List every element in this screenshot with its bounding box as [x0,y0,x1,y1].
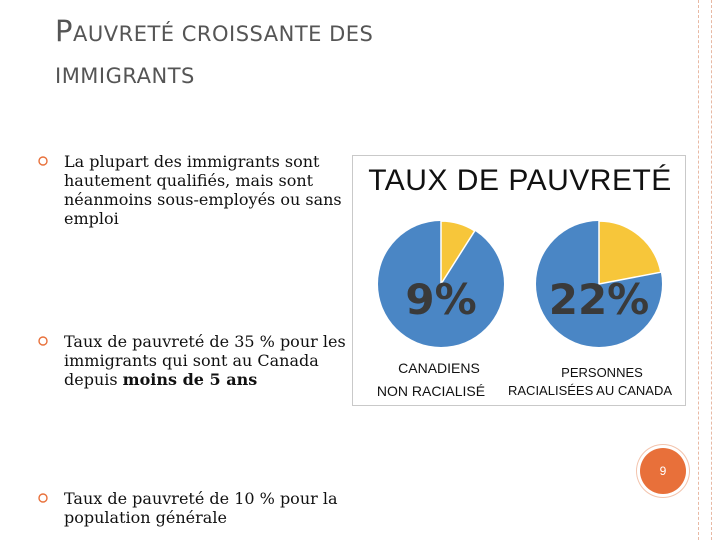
pie-category-label-line1: CANADIENS [398,360,480,376]
circle-bullet-icon [38,493,48,503]
circle-bullet-icon [38,156,48,166]
bullet-text: Taux de pauvreté de 10 % pour la populat… [64,489,338,527]
circle-bullet-icon [38,336,48,346]
bullet-bold-text: moins de 5 ans [122,370,258,389]
slide-title-line1: PAUVRETÉ CROISSANTE DES [55,14,374,48]
bullet-item: Taux de pauvreté de 10 % pour la populat… [38,489,358,527]
pie-value-label-canadiens: 9% [405,275,476,324]
bullet-text: La plupart des immigrants sont hautement… [64,152,342,228]
bullet-item: Taux de pauvreté de 35 % pour les immigr… [38,332,358,389]
pie-slice-canadiens [440,220,476,287]
page-number-badge: 9 [640,448,686,494]
pie-value-label-racialisees: 22% [549,275,650,324]
pie-slice-racialisees [598,220,662,285]
poverty-chart: TAUX DE PAUVRETÉ 9% 22% CANADIENS NON RA… [352,155,686,406]
chart-title: TAUX DE PAUVRETÉ [368,164,672,197]
bullet-text: Taux de pauvreté de 35 % pour les immigr… [64,332,346,389]
pie-charts: 9% 22% [378,220,662,347]
pie-category-label-line1: PERSONNES [561,365,643,380]
pie-category-label-line2: RACIALISÉES AU CANADA [508,383,672,398]
bullet-item: La plupart des immigrants sont hautement… [38,152,358,228]
slide-title-line2: IMMIGRANTS [55,64,195,88]
decorative-border [698,0,712,540]
bullet-list: La plupart des immigrants sont hautement… [38,152,358,527]
pie-category-label-line2: NON RACIALISÉ [376,383,486,399]
